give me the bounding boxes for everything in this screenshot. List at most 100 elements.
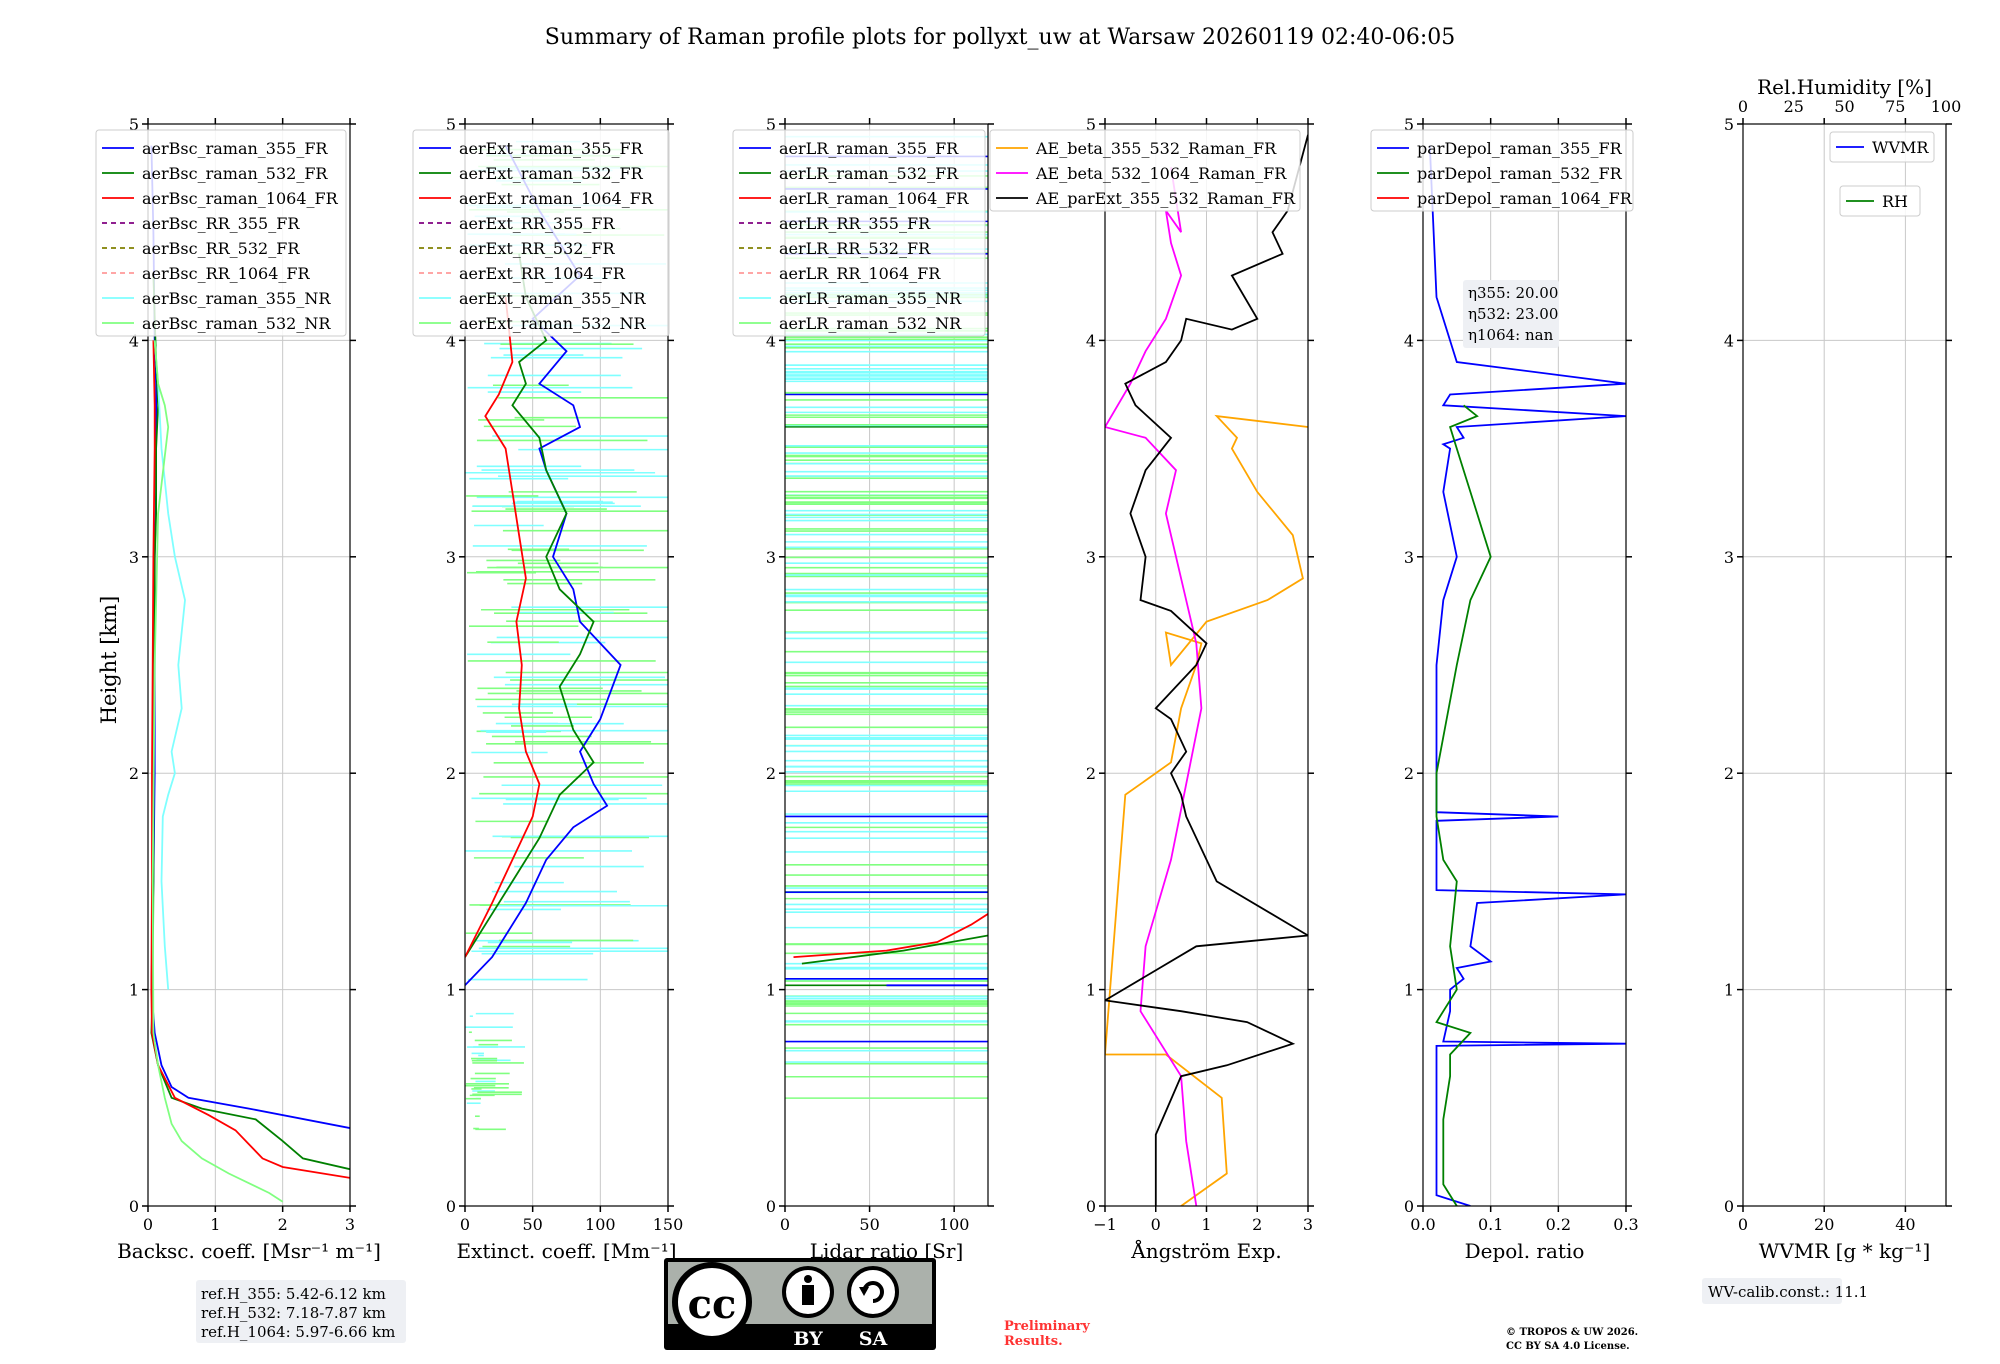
legend-entry: parDepol_raman_355_FR [1417,139,1623,158]
eta-annotation: η1064: nan [1468,326,1554,344]
legend-entry: aerExt_raman_355_FR [459,139,644,158]
eta-annotation: η532: 23.00 [1468,305,1558,323]
copyright-line-1: © TROPOS & UW 2026. [1506,1327,1638,1338]
y-tick-label: 0 [1086,1197,1096,1216]
legend-entry: aerExt_raman_532_FR [459,164,644,183]
y-tick-label: 1 [1086,981,1096,1000]
cc-license-badge: cc BY SA [664,1258,936,1350]
x-tick-label: 2 [278,1215,288,1234]
legend-entry: aerBsc_raman_532_FR [142,164,328,183]
y-tick-label: 0 [129,1197,139,1216]
x-tick-label: 1 [1201,1215,1211,1234]
y-axis-label: Height [km] [97,596,121,725]
x-tick-label: 2 [1252,1215,1262,1234]
eta-annotation-box [1463,280,1559,348]
y-tick-label: 1 [1404,981,1414,1000]
legend-entry: aerLR_raman_532_FR [779,164,959,183]
series-aerBsc_raman_532_NR [151,340,284,1203]
legend-entry: aerExt_RR_355_FR [459,214,616,233]
x-tick-label: 100 [585,1215,616,1234]
x-tick-label: 0 [143,1215,153,1234]
series-parDepol_raman_355_FR [1428,145,1626,1206]
series-aerBsc_raman_1064_FR [150,340,350,1179]
plot-frame [784,123,989,1207]
x-tick-label: 50 [522,1215,542,1234]
y-tick-label: 1 [766,981,776,1000]
legend-entry: AE_parExt_355_532_Raman_FR [1035,189,1296,208]
x-tick-label: 0.0 [1410,1215,1435,1234]
legend-entry: parDepol_raman_1064_FR [1417,189,1633,208]
legend-entry: WVMR [1872,138,1929,157]
x-axis-label: WVMR [g * kg⁻¹] [1759,1239,1931,1263]
y-tick-label: 4 [446,331,456,350]
y-tick-label: 0 [1404,1197,1414,1216]
y-tick-label: 2 [1404,764,1414,783]
x-tick-label: 50 [859,1215,879,1234]
legend-entry: aerExt_raman_1064_FR [459,189,654,208]
y-tick-label: 4 [129,331,139,350]
legend-entry: aerBsc_raman_1064_FR [142,189,339,208]
y-tick-label: 3 [766,548,776,567]
x-axis-label: Ångström Exp. [1130,1238,1281,1263]
series-AE_beta_532_1064_Raman_FR [1105,167,1203,1206]
y-tick-label: 5 [129,115,139,134]
license-sa-label: SA [859,1328,888,1350]
legend-entry: aerExt_RR_1064_FR [459,264,626,283]
y-tick-label: 4 [1404,331,1414,350]
y-tick-label: 0 [446,1197,456,1216]
figure-title: Summary of Raman profile plots for polly… [545,25,1455,50]
panel-wv: 0 20 40 0 1 2 3 4 5 WVMR [g * kg⁻¹] 0 25 50 75 100Rel.… [1724,75,1961,1263]
x-tick-label: 0 [1738,1215,1748,1234]
legend-entry: aerBsc_RR_532_FR [142,239,300,258]
y-tick-label: 2 [766,764,776,783]
y-tick-label: 5 [1724,115,1734,134]
legend-entry: aerBsc_raman_355_FR [142,139,328,158]
legend-entry: AE_beta_355_532_Raman_FR [1035,139,1277,158]
legend-entry: aerLR_RR_532_FR [779,239,931,258]
y-tick-label: 4 [1724,331,1734,350]
x-tick-label: 3 [345,1215,355,1234]
top-x-tick-label: 75 [1885,97,1905,116]
y-tick-label: 2 [446,764,456,783]
plot-frame [464,123,669,1207]
x-tick-label: 20 [1814,1215,1834,1234]
x-axis-label: Backsc. coeff. [Msr⁻¹ m⁻¹] [117,1239,381,1263]
preliminary-line-2: Results. [1004,1334,1063,1349]
legend-box [95,129,347,337]
preliminary-line-1: Preliminary [1004,1319,1090,1334]
legend-entry: aerBsc_RR_355_FR [142,214,300,233]
top-x-tick-label: 25 [1784,97,1804,116]
series-AE_beta_355_532_Raman_FR [1105,414,1308,1206]
panel-ext: 0 50 100 150 0 1 2 3 4 5 Extinct. coeff. [Mm⁻¹] aer… [412,115,684,1263]
wv-calib-box: WV-calib.const.: 11.1 [1702,1278,1868,1304]
top-x-tick-label: 50 [1834,97,1854,116]
legend-entry: aerLR_raman_532_NR [779,314,962,333]
eta-annotation: η355: 20.00 [1468,284,1558,302]
legend-entry: aerExt_RR_532_FR [459,239,616,258]
y-tick-label: 2 [129,764,139,783]
legend-box [1829,131,1935,163]
x-tick-label: 150 [653,1215,684,1234]
series-aerBsc_raman_532_FR [150,275,350,1171]
ref-height-532: ref.H_532: 7.18-7.87 km [201,1304,386,1322]
panel-dep: 0.0 0.1 0.2 0.3 0 1 2 3 4 5 Depol. ratio parDepol_r… [1370,115,1639,1263]
y-tick-label: 5 [1086,115,1096,134]
plot-frame [1422,123,1627,1207]
license-by-label: BY [793,1328,823,1350]
legend-entry: aerLR_raman_355_NR [779,289,962,308]
x-axis-label: Depol. ratio [1465,1239,1585,1263]
legend-entry: aerExt_raman_532_NR [459,314,647,333]
copyright-line-2: CC BY SA 4.0 License. [1506,1341,1630,1352]
y-tick-label: 1 [129,981,139,1000]
y-tick-label: 3 [446,548,456,567]
y-tick-label: 4 [1086,331,1096,350]
x-tick-label: 3 [1303,1215,1313,1234]
x-tick-label: 0 [1151,1215,1161,1234]
series-aerBsc_raman_355_NR [153,340,186,990]
ref-height-355: ref.H_355: 5.42-6.12 km [201,1285,386,1303]
legend-entry: AE_beta_532_1064_Raman_FR [1035,164,1287,183]
top-x-axis-label: Rel.Humidity [%] [1757,75,1932,99]
